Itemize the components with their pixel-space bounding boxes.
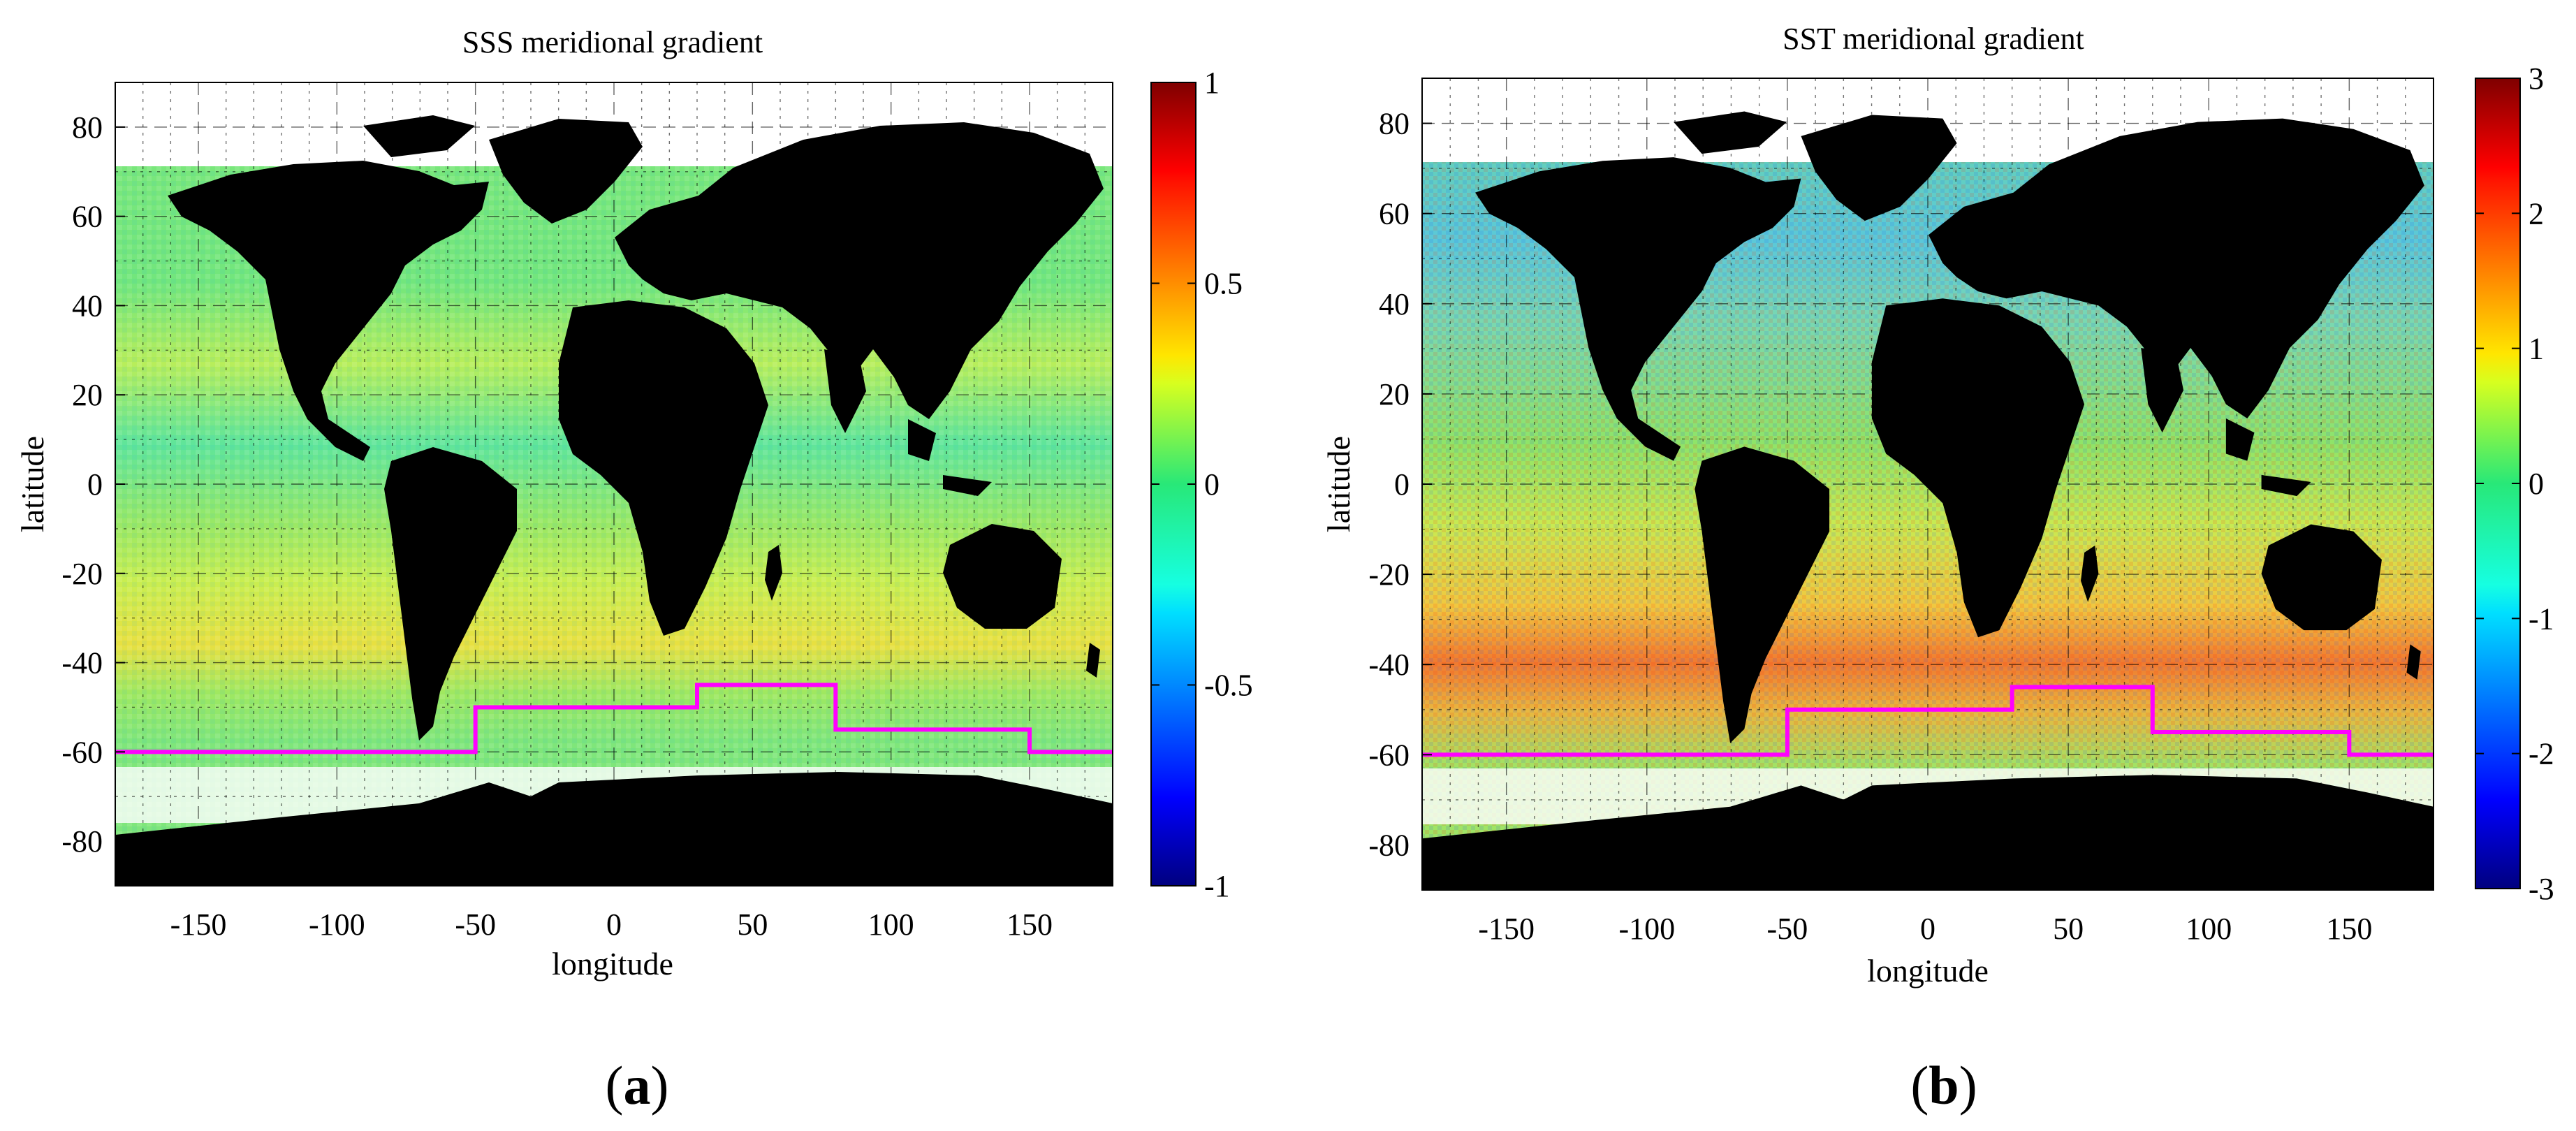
x-tick-label: -150 (170, 907, 227, 942)
x-axis-label: longitude (552, 946, 673, 982)
panel-letter: b (1929, 1055, 1959, 1116)
y-tick-label: 80 (1379, 107, 1410, 141)
x-tick-label: 150 (1007, 907, 1053, 942)
chart-title: SSS meridional gradient (462, 25, 763, 59)
y-tick-label: -80 (1368, 828, 1410, 862)
svg-text:(a): (a) (606, 1055, 669, 1116)
x-tick-label: -100 (1618, 912, 1675, 946)
panel-sst: SST meridional gradient (1321, 22, 2554, 1116)
y-tick-label: 40 (1379, 287, 1410, 321)
y-axis-label: latitude (15, 436, 50, 532)
grid (1422, 78, 2434, 890)
y-axis: 80 60 40 20 0 -20 -40 -60 -80 (61, 110, 125, 859)
panel-label: (a) (606, 1055, 669, 1116)
svg-text:(b): (b) (1910, 1055, 1977, 1116)
colorbar-tick-label: 2 (2529, 196, 2544, 231)
x-axis: -150 -100 -50 0 50 100 150 (1478, 880, 2372, 946)
colorbar-tick-label: 0 (1204, 467, 1220, 502)
map-area (115, 82, 1113, 886)
y-tick-label: -60 (1368, 738, 1410, 772)
panel-label: (b) (1910, 1055, 1977, 1116)
x-tick-label: 100 (2186, 912, 2232, 946)
x-tick-label: 100 (868, 907, 914, 942)
y-axis-label: latitude (1321, 436, 1356, 532)
y-tick-label: -20 (1368, 557, 1410, 592)
x-tick-label: -100 (309, 907, 365, 942)
x-tick-label: 0 (606, 907, 622, 942)
colorbar-tick-label: -1 (2529, 601, 2554, 636)
y-tick-label: 0 (87, 467, 103, 502)
colorbar-tick-label: 0 (2529, 467, 2544, 501)
y-tick-label: 20 (1379, 377, 1410, 411)
x-tick-label: -50 (1767, 912, 1808, 946)
y-tick-label: -20 (61, 557, 103, 591)
colorbar-tick-label: 1 (2529, 332, 2544, 366)
map-area (1421, 78, 2434, 891)
colorbar-tick-label: -3 (2529, 872, 2554, 906)
colorbar-tick-label: 3 (2529, 61, 2544, 96)
grid (115, 82, 1113, 886)
y-tick-label: -40 (61, 646, 103, 680)
colorbar-tick-label: -2 (2529, 737, 2554, 771)
y-axis: 80 60 40 20 0 -20 -40 -60 -80 (1368, 107, 1432, 862)
x-axis: -150 -100 -50 0 50 100 150 (170, 876, 1053, 942)
x-tick-label: -50 (455, 907, 496, 942)
chart-title: SST meridional gradient (1783, 22, 2084, 56)
x-tick-label: -150 (1478, 912, 1535, 946)
y-tick-label: 80 (72, 110, 103, 145)
y-tick-label: -40 (1368, 648, 1410, 682)
y-tick-label: 40 (72, 289, 103, 323)
y-tick-label: 60 (1379, 197, 1410, 231)
x-axis-label: longitude (1867, 953, 1989, 988)
x-tick-label: 150 (2326, 912, 2372, 946)
panel-sss: SSS meridional gradient (15, 25, 1253, 1116)
y-tick-label: -60 (61, 735, 103, 769)
panel-letter: a (624, 1055, 651, 1116)
colorbar: 3 2 1 0 -1 -2 -3 (2475, 61, 2554, 906)
y-tick-label: 60 (72, 200, 103, 234)
colorbar-tick-label: -0.5 (1204, 669, 1253, 703)
y-tick-label: 20 (72, 378, 103, 412)
y-tick-label: -80 (61, 824, 103, 859)
colorbar-tick-label: 1 (1204, 66, 1220, 100)
y-tick-label: 0 (1394, 467, 1410, 502)
colorbar: 1 0.5 0 -0.5 -1 (1150, 66, 1253, 903)
x-tick-label: 50 (737, 907, 768, 942)
colorbar-tick-label: -1 (1204, 869, 1230, 903)
x-tick-label: 50 (2053, 912, 2084, 946)
colorbar-tick-label: 0.5 (1204, 267, 1243, 301)
boundary-line (1422, 685, 2434, 757)
boundary-line (115, 683, 1113, 754)
x-tick-label: 0 (1920, 912, 1935, 946)
